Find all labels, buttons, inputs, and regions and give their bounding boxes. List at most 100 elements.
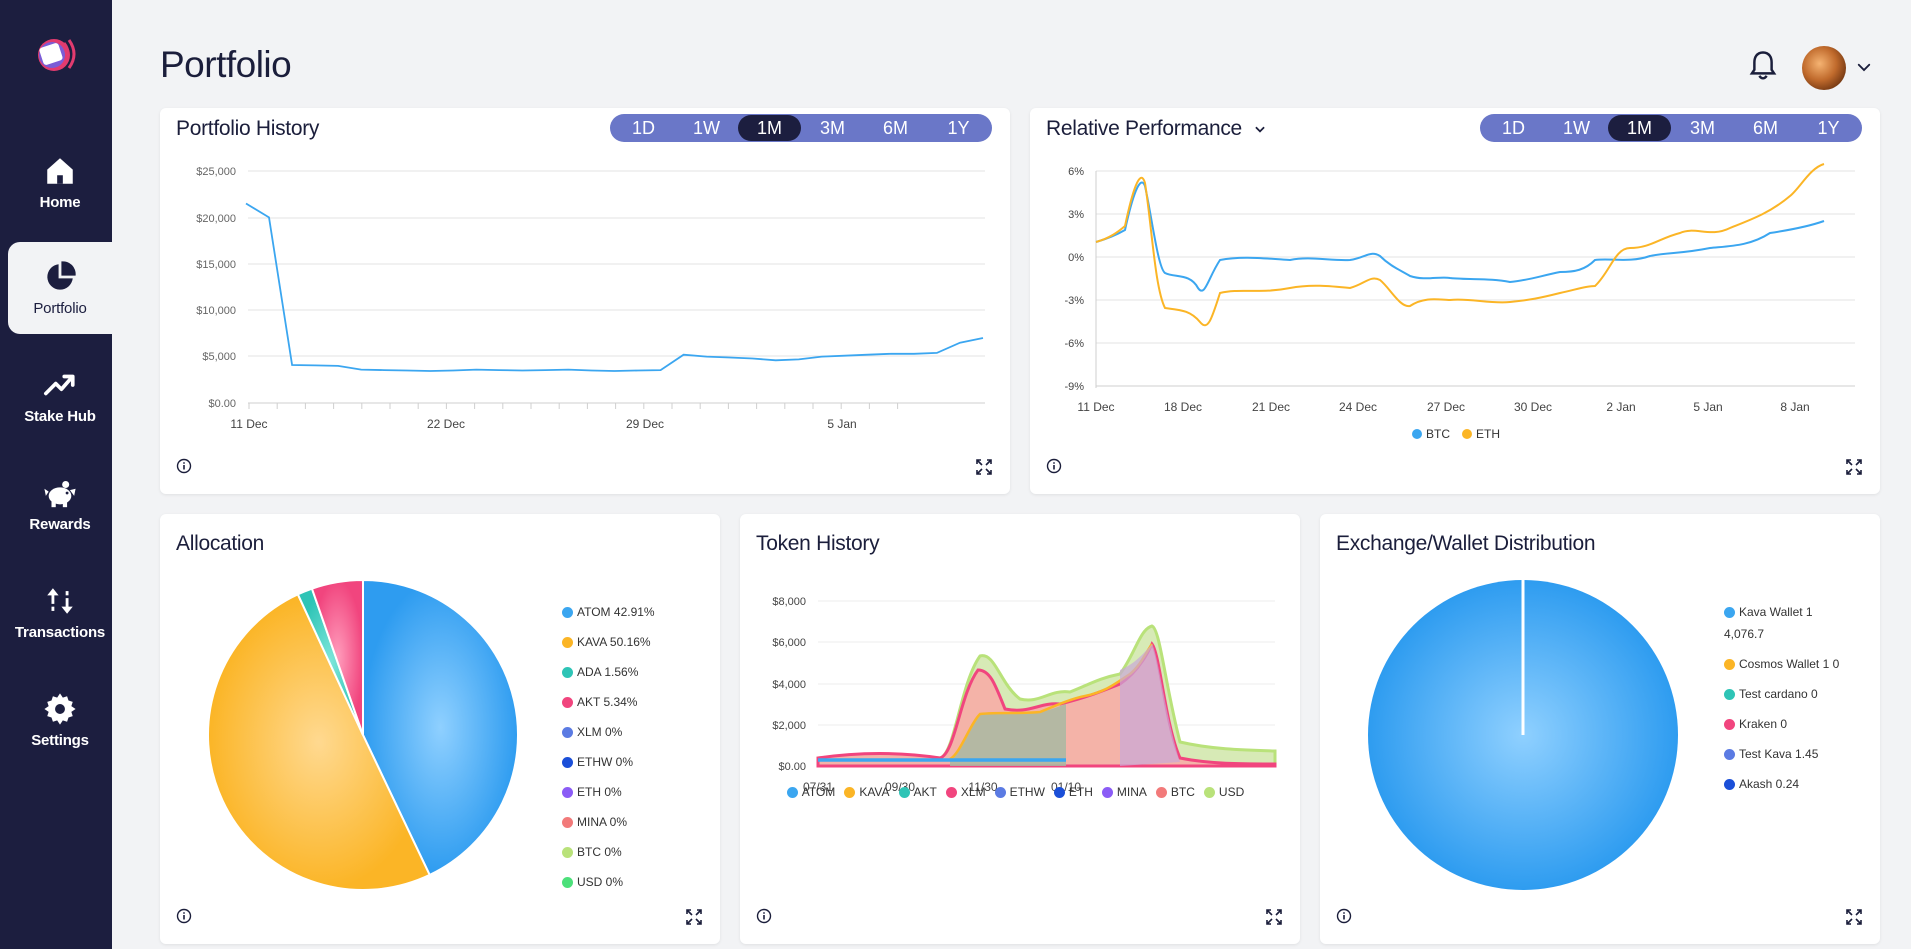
token-history-title: Token History [756,532,880,555]
pie-slice-kava[interactable] [207,593,432,891]
arrows-up-down-icon [47,587,73,614]
portfolio-history-card: Portfolio History 1D 1W 1M 3M 6M 1Y $25,… [160,108,1010,494]
legend-item[interactable]: AKT 5.34% [562,695,637,709]
range-3m[interactable]: 3M [1689,118,1715,138]
x-tick: 21 Dec [1252,400,1290,414]
range-1m[interactable]: 1M [1608,115,1671,141]
exchange-distribution-title: Exchange/Wallet Distribution [1336,532,1596,555]
info-icon[interactable] [756,908,772,924]
legend-label: ETH [1068,785,1093,799]
range-6m[interactable]: 6M [1752,118,1778,138]
nav-portfolio[interactable]: Portfolio [8,242,112,334]
info-icon[interactable] [1046,458,1062,474]
legend-item[interactable]: USD [1203,782,1244,802]
legend-item[interactable]: ADA 1.56% [562,665,638,679]
nav-home[interactable]: Home [8,136,112,228]
legend-item[interactable]: ATOM [786,782,836,802]
x-tick: 22 Dec [427,417,465,431]
y-tick: $20,000 [196,213,236,225]
legend-item[interactable]: Akash 0.24 [1724,777,1799,791]
legend-label: USD 0% [577,875,624,889]
legend-label: ETHW 0% [577,755,634,769]
legend-item[interactable]: AKT [898,782,937,802]
legend-dot [562,636,573,648]
range-1w[interactable]: 1W [1563,118,1590,138]
y-tick: $0.00 [208,398,236,410]
nav-settings[interactable]: Settings [8,674,112,766]
legend-item[interactable]: KAVA [844,782,890,802]
relative-performance-title-text: Relative Performance [1046,117,1242,140]
gear-icon [44,692,76,725]
avatar[interactable] [1802,46,1846,90]
nav-rewards[interactable]: Rewards [8,458,112,550]
range-1d[interactable]: 1D [1501,118,1525,138]
legend-item[interactable]: ETH [1053,782,1093,802]
legend-btc[interactable]: BTC [1426,427,1450,441]
legend-label: Test cardano 0 [1739,687,1818,701]
nav-stake-hub[interactable]: Stake Hub [8,350,112,442]
legend-item[interactable]: Test Kava 1.45 [1724,747,1818,761]
sidebar: Home Portfolio Stake Hub Rewards Transac… [0,0,112,949]
legend-item[interactable]: MINA [1101,782,1147,802]
range-1m[interactable]: 1M [738,115,801,141]
range-6m[interactable]: 6M [882,118,908,138]
legend-item[interactable]: Kraken 0 [1724,717,1787,731]
x-tick: 11 Dec [1077,400,1114,414]
legend-dot [1053,786,1065,798]
chevron-down-icon[interactable] [1253,122,1267,136]
range-1w[interactable]: 1W [693,118,720,138]
legend-item[interactable]: BTC [1155,782,1195,802]
range-1d[interactable]: 1D [631,118,655,138]
legend-dot [562,726,573,738]
range-1y[interactable]: 1Y [1817,118,1840,138]
info-icon[interactable] [1336,908,1352,924]
legend-item[interactable]: XLM [945,782,986,802]
legend-item[interactable]: Kava Wallet 1 4,076.7 [1724,605,1813,641]
legend-item[interactable]: Cosmos Wallet 1 0 [1724,657,1839,671]
legend-label: AKT [913,785,937,799]
x-tick: 11/30 [968,780,997,794]
legend-item[interactable]: ETHW 0% [562,755,633,769]
legend-item[interactable]: KAVA 50.16% [562,635,651,649]
bell-icon[interactable] [1748,50,1778,82]
legend-eth[interactable]: ETH [1476,427,1500,441]
legend-item[interactable]: XLM 0% [562,725,622,739]
y-tick: $6,000 [772,637,806,649]
expand-icon[interactable] [975,458,993,476]
info-icon[interactable] [176,908,192,924]
legend-label: MINA 0% [577,815,628,829]
legend-dot [1412,429,1422,439]
legend-item[interactable]: BTC 0% [562,845,622,859]
legend-label: XLM 0% [577,725,623,739]
expand-icon[interactable] [1845,908,1863,926]
range-3m[interactable]: 3M [819,118,845,138]
legend-item[interactable]: Test cardano 0 [1724,687,1818,701]
x-tick: 24 Dec [1339,400,1377,414]
chevron-down-icon[interactable] [1855,58,1873,76]
y-tick: $5,000 [202,351,236,363]
legend-item[interactable]: MINA 0% [562,815,627,829]
legend-dot [562,816,573,828]
expand-icon[interactable] [685,908,703,926]
expand-icon[interactable] [1845,458,1863,476]
exchange-distribution-card: Exchange/Wallet Distribution Kava Wallet… [1320,514,1880,944]
y-tick: -6% [1064,338,1084,350]
y-tick: 0% [1068,252,1084,264]
pie-slice-akt[interactable] [310,578,364,736]
nav-transactions[interactable]: Transactions [8,566,112,658]
x-tick: 27 Dec [1427,400,1465,414]
legend-item[interactable]: USD 0% [562,875,623,889]
relative-performance-title[interactable]: Relative Performance [1046,117,1267,141]
pie-slice-atom[interactable] [362,578,519,877]
app-logo[interactable] [34,33,78,77]
info-icon[interactable] [176,458,192,474]
legend-item[interactable]: ATOM 42.91% [562,605,655,619]
portfolio-history-range: 1D 1W 1M 3M 6M 1Y [610,114,992,142]
legend-item[interactable]: ETHW [994,782,1045,802]
legend-label: ATOM [801,785,836,799]
legend-dot [562,876,573,888]
y-tick: $15,000 [196,259,236,271]
legend-item[interactable]: ETH 0% [562,785,622,799]
expand-icon[interactable] [1265,908,1283,926]
range-1y[interactable]: 1Y [947,118,970,138]
